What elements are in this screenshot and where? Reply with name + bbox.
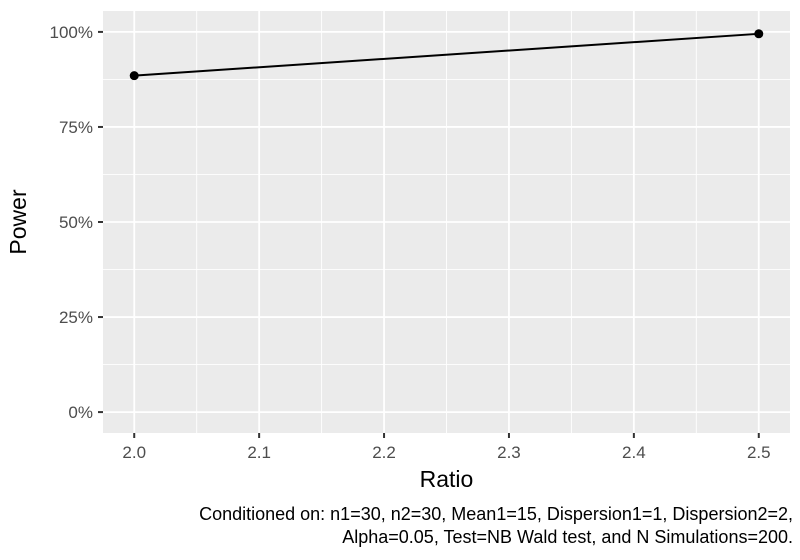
x-tick-label: 2.0	[122, 443, 146, 462]
power-line	[134, 32, 759, 77]
x-tick-label: 2.4	[622, 443, 646, 462]
x-tick-label: 2.1	[247, 443, 271, 462]
plot-caption-line: Alpha=0.05, Test=NB Wald test, and N Sim…	[342, 527, 793, 547]
data-point	[129, 71, 139, 81]
y-tick-label: 0%	[68, 403, 93, 422]
y-tick-label: 75%	[59, 118, 93, 137]
y-tick-label: 100%	[50, 23, 93, 42]
data-point	[754, 29, 764, 39]
x-tick-label: 2.2	[372, 443, 396, 462]
y-tick-label: 50%	[59, 213, 93, 232]
x-axis-title: Ratio	[420, 466, 474, 492]
y-tick-label: 25%	[59, 308, 93, 327]
x-tick-label: 2.3	[497, 443, 521, 462]
x-tick-label: 2.5	[747, 443, 771, 462]
y-axis-title: Power	[5, 189, 31, 255]
plot-caption-line: Conditioned on: n1=30, n2=30, Mean1=15, …	[199, 504, 793, 524]
